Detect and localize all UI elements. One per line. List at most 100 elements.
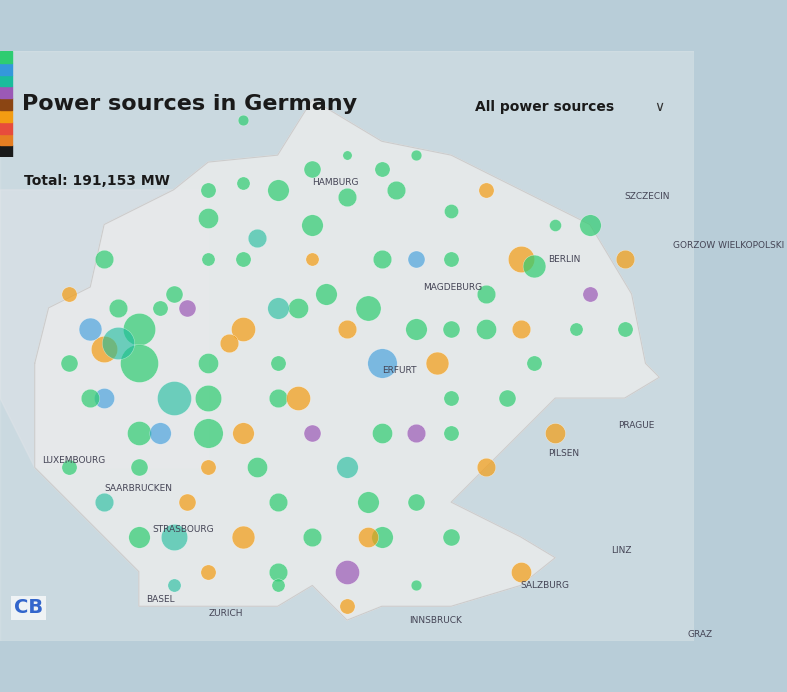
Text: HAMBURG: HAMBURG <box>312 179 359 188</box>
Point <box>584 289 597 300</box>
Point <box>98 497 110 508</box>
Point <box>361 531 374 543</box>
Point <box>445 392 457 403</box>
Text: GORZOW WIELKOPOLSKI: GORZOW WIELKOPOLSKI <box>673 241 785 250</box>
Point <box>181 497 194 508</box>
Text: CB: CB <box>14 599 43 617</box>
Point <box>445 205 457 216</box>
Point <box>514 566 527 577</box>
Text: BASEL: BASEL <box>146 595 175 604</box>
Point <box>375 531 388 543</box>
Point <box>479 184 492 195</box>
Point <box>528 358 541 369</box>
Point <box>272 497 284 508</box>
Point <box>549 219 562 230</box>
Text: SZCZECIN: SZCZECIN <box>625 192 671 201</box>
Point <box>202 462 215 473</box>
Point <box>132 427 145 438</box>
Point <box>445 323 457 334</box>
Point <box>514 254 527 265</box>
Text: STRASBOURG: STRASBOURG <box>153 525 214 534</box>
Point <box>272 566 284 577</box>
Point <box>341 462 353 473</box>
Point <box>501 392 513 403</box>
Text: MAGDEBURG: MAGDEBURG <box>423 282 482 291</box>
Text: SAARBRUCKEN: SAARBRUCKEN <box>104 484 172 493</box>
Point <box>375 163 388 174</box>
Point <box>410 323 423 334</box>
Point <box>306 427 319 438</box>
Point <box>292 302 305 313</box>
Point <box>202 184 215 195</box>
Text: LINZ: LINZ <box>611 546 631 555</box>
Point <box>63 289 76 300</box>
Point <box>153 427 166 438</box>
Point <box>341 601 353 612</box>
Point <box>223 337 235 348</box>
Point <box>375 427 388 438</box>
Point <box>153 302 166 313</box>
Point <box>237 427 249 438</box>
Point <box>202 427 215 438</box>
Point <box>341 149 353 161</box>
Point <box>479 289 492 300</box>
Point <box>132 358 145 369</box>
Point <box>202 254 215 265</box>
Point <box>306 219 319 230</box>
Point <box>250 233 263 244</box>
Point <box>112 337 124 348</box>
Point <box>237 323 249 334</box>
Text: ZURICH: ZURICH <box>209 609 242 618</box>
Text: GRAZ: GRAZ <box>687 630 712 639</box>
Point <box>272 580 284 591</box>
Point <box>479 462 492 473</box>
Point <box>272 184 284 195</box>
Point <box>84 323 97 334</box>
Point <box>619 323 631 334</box>
Point <box>361 497 374 508</box>
Point <box>390 184 402 195</box>
Point <box>112 302 124 313</box>
Text: SALZBURG: SALZBURG <box>520 581 570 590</box>
Point <box>250 462 263 473</box>
Point <box>202 566 215 577</box>
Point <box>445 427 457 438</box>
Point <box>549 427 562 438</box>
Polygon shape <box>0 51 694 641</box>
Point <box>479 323 492 334</box>
Point <box>98 344 110 355</box>
Point <box>410 580 423 591</box>
Point <box>272 358 284 369</box>
Point <box>237 531 249 543</box>
Point <box>410 497 423 508</box>
Point <box>306 163 319 174</box>
Point <box>132 531 145 543</box>
Point <box>237 254 249 265</box>
Point <box>181 302 194 313</box>
Point <box>63 358 76 369</box>
Point <box>63 462 76 473</box>
Point <box>570 323 582 334</box>
Point <box>584 219 597 230</box>
Text: LUXEMBOURG: LUXEMBOURG <box>42 456 105 465</box>
Text: ERFURT: ERFURT <box>382 366 416 375</box>
Point <box>202 358 215 369</box>
Point <box>320 289 332 300</box>
Text: INNSBRUCK: INNSBRUCK <box>409 616 463 625</box>
Point <box>167 392 179 403</box>
Point <box>272 392 284 403</box>
Polygon shape <box>0 190 209 468</box>
Point <box>98 254 110 265</box>
Point <box>272 302 284 313</box>
Point <box>167 580 179 591</box>
Point <box>167 531 179 543</box>
Point <box>619 254 631 265</box>
Point <box>292 392 305 403</box>
Point <box>375 254 388 265</box>
Polygon shape <box>35 100 660 620</box>
Text: PILSEN: PILSEN <box>549 449 579 458</box>
Point <box>84 392 97 403</box>
Point <box>341 323 353 334</box>
Point <box>202 212 215 223</box>
Point <box>410 254 423 265</box>
